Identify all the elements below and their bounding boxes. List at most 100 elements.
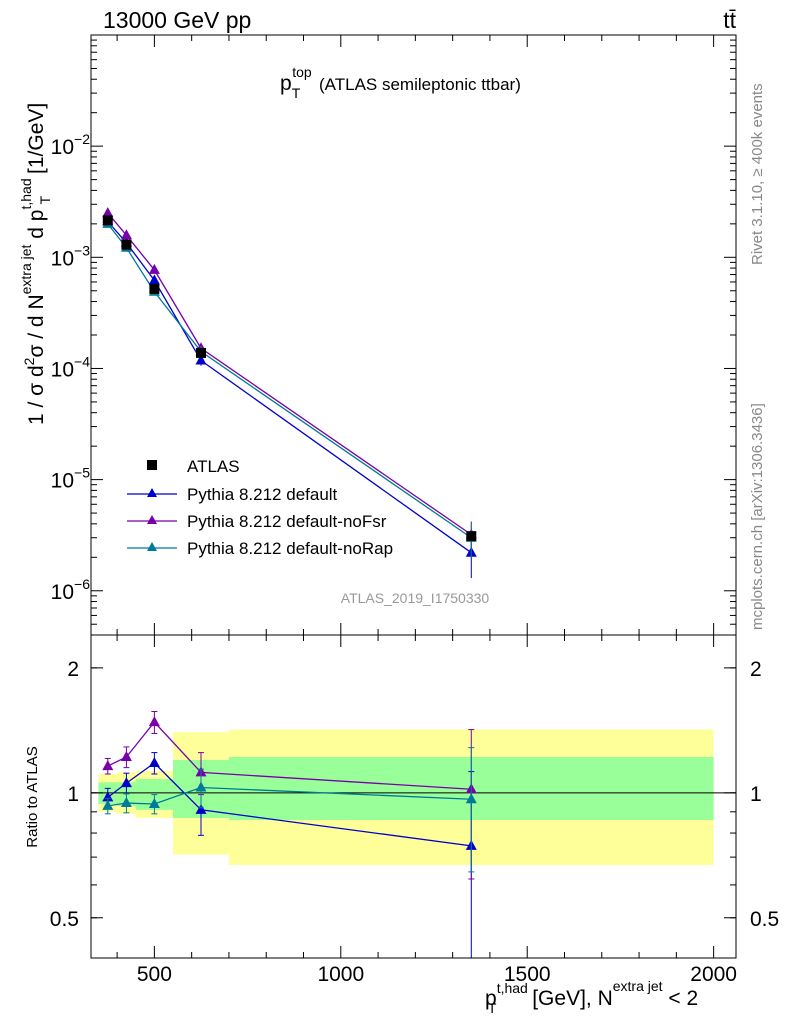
x-tick-label: 1000	[317, 963, 364, 986]
main-point-noFsr	[120, 229, 132, 240]
ratio-point-noRap	[195, 781, 207, 792]
main-y-axis-title: 1 / σ d2σ / d Nextra jet d pt,had T [1/Ge…	[18, 103, 53, 425]
svg-text:1 / σ d2σ / d Nextra jet d pt: 1 / σ d2σ / d Nextra jet d pt,had T [1/Ge…	[18, 103, 53, 425]
ratio-point-noFsr	[148, 716, 160, 727]
main-y-tick-exp: −3	[74, 242, 90, 258]
main-title: pTtop (ATLAS semileptonic ttbar)	[280, 64, 521, 101]
x-tick-label: 500	[137, 963, 172, 986]
main-markers	[102, 207, 477, 579]
main-y-tick-label: 10−2	[51, 131, 91, 159]
main-y-tick-label: 10−3	[51, 242, 91, 270]
ratio-point-noRap	[102, 799, 114, 810]
ylabel-g: T	[37, 195, 53, 204]
ratio-point-noFsr	[102, 760, 114, 771]
x-tick-labels: 500 1000 1500 2000	[137, 963, 737, 986]
title-sub: T	[292, 85, 301, 101]
main-point-data	[149, 283, 160, 294]
main-y-tick-base: 10	[51, 136, 74, 159]
ratio-y-tick-label-left: 2	[67, 658, 79, 681]
ratio-point-default	[148, 756, 160, 767]
x-tick-label: 1500	[504, 963, 551, 986]
xlabel-c: T	[488, 1000, 497, 1016]
ylabel-c: σ / d N	[25, 294, 48, 357]
ratio-point-noRap	[148, 797, 160, 808]
main-y-tick-label: 10−6	[51, 576, 91, 604]
legend-label-data: ATLAS	[187, 457, 240, 476]
ratio-y-axis-title: Ratio to ATLAS	[24, 746, 41, 847]
legend-label-default: Pythia 8.212 default	[187, 485, 338, 504]
side-label-mcplots: mcplots.cern.ch [arXiv:1306.3436]	[749, 403, 766, 630]
legend-marker-data	[147, 460, 157, 470]
legend-marker-nofsr	[147, 515, 157, 524]
ratio-frame	[90, 634, 737, 959]
main-y-tick-base: 10	[51, 358, 74, 381]
main-y-tick-exp: −2	[74, 131, 90, 147]
header-left-label: 13000 GeV pp	[103, 7, 251, 33]
legend-item-data: ATLAS	[147, 457, 240, 476]
ratio-y-tick-labels: 0.5 0.5 1 1 2 2	[50, 658, 779, 931]
ylabel-e: d p	[25, 210, 48, 245]
x-axis-title: pt,had T [GeV], Nextra jet < 2	[485, 978, 698, 1016]
main-y-tick-label: 10−5	[51, 465, 91, 493]
main-panel: 10−610−510−410−310−2 pTtop (ATLAS semile…	[18, 34, 737, 636]
ratio-point-noRap	[120, 797, 132, 808]
svg-text:pTtop: pTtop	[280, 64, 312, 101]
ratio-bands	[98, 729, 714, 866]
main-y-tick-base: 10	[51, 581, 74, 604]
ratio-point-default	[195, 803, 207, 814]
ratio-y-tick-label-right: 0.5	[750, 908, 779, 931]
header: 13000 GeV pp tt̄	[103, 7, 737, 33]
main-point-data	[195, 347, 206, 358]
ratio-panel: 0.5 0.5 1 1 2 2 500 1000 1500 2000 Ratio to ATLA…	[24, 634, 779, 1016]
xlabel-b: t,had	[497, 980, 528, 996]
xlabel-d: [GeV], N	[526, 987, 612, 1010]
main-point-data	[102, 215, 113, 226]
main-point-data	[121, 239, 132, 250]
ratio-point-default	[102, 791, 114, 802]
legend-item-nofsr: Pythia 8.212 default-noFsr	[127, 512, 387, 531]
ratio-y-tick-label-right: 2	[750, 658, 762, 681]
main-y-tick-exp: −4	[74, 353, 90, 369]
xlabel-a: p	[485, 987, 497, 1010]
main-point-data	[466, 531, 477, 542]
title-rest: (ATLAS semileptonic ttbar)	[319, 75, 521, 94]
legend-marker-norap	[147, 542, 157, 551]
header-right-label: tt̄	[723, 7, 736, 33]
ratio-y-tick-label-left: 0.5	[50, 908, 79, 931]
legend-item-norap: Pythia 8.212 default-noRap	[127, 539, 393, 558]
legend-marker-default	[147, 488, 157, 497]
main-point-noFsr	[102, 207, 114, 218]
ylabel-b: 2	[21, 357, 37, 365]
main-y-tick-labels: 10−610−510−410−310−2	[51, 131, 91, 604]
main-y-tick-base: 10	[51, 470, 74, 493]
main-point-default	[195, 354, 207, 365]
ratio-point-default	[120, 777, 132, 788]
ratio-point-noFsr	[120, 750, 132, 761]
ratio-axis-ticks	[91, 635, 736, 959]
legend-label-norap: Pythia 8.212 default-noRap	[187, 539, 393, 558]
ylabel-h: [1/GeV]	[25, 103, 48, 180]
main-y-tick-exp: −6	[74, 576, 90, 592]
main-point-noFsr	[148, 263, 160, 274]
title-sup: top	[292, 64, 312, 80]
main-y-tick-exp: −5	[74, 465, 90, 481]
title-main: p	[280, 72, 292, 95]
main-y-tick-base: 10	[51, 247, 74, 270]
xlabel-f: < 2	[663, 987, 699, 1010]
watermark: ATLAS_2019_I1750330	[341, 590, 490, 606]
ylabel-d: extra jet	[18, 244, 34, 294]
ratio-point-noRap	[465, 793, 477, 804]
ylabel-a: 1 / σ d	[25, 365, 48, 425]
ratio-y-tick-label-left: 1	[67, 783, 79, 806]
main-point-default	[148, 274, 160, 285]
side-label-rivet: Rivet 3.1.10, ≥ 400k events	[749, 83, 766, 265]
legend: ATLAS Pythia 8.212 default Pythia 8.212 …	[127, 457, 393, 558]
xlabel-e: extra jet	[613, 978, 663, 994]
legend-label-nofsr: Pythia 8.212 default-noFsr	[187, 512, 387, 531]
ratio-y-tick-label-right: 1	[750, 783, 762, 806]
x-tick-label: 2000	[690, 963, 737, 986]
main-y-tick-label: 10−4	[51, 353, 91, 381]
ylabel-f: t,had	[18, 178, 34, 209]
